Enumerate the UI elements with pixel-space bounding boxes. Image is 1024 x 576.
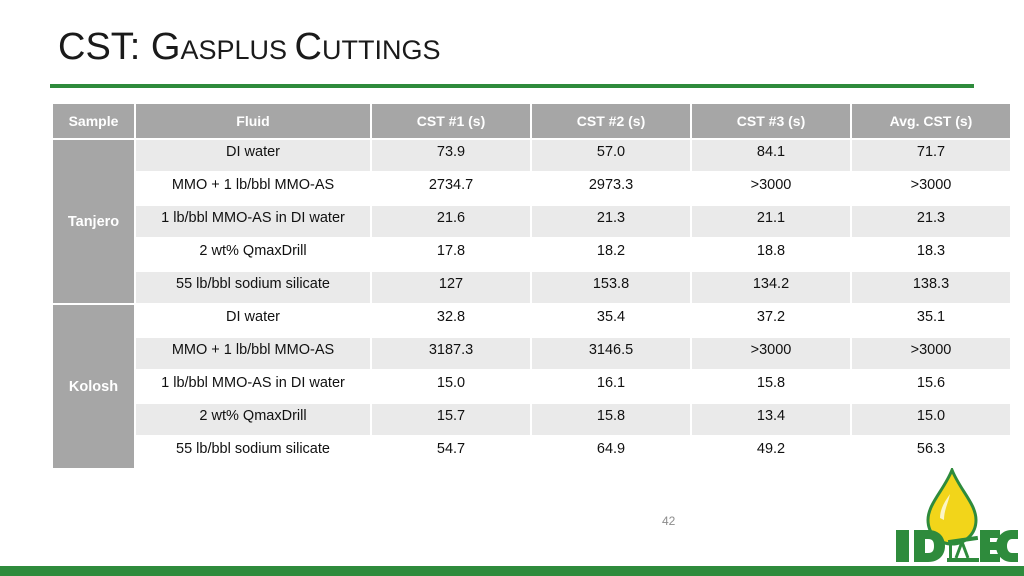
cst3-cell: 37.2 xyxy=(690,303,852,338)
avg-cell: 56.3 xyxy=(850,435,1012,470)
avg-cell: 71.7 xyxy=(850,138,1012,173)
table-row: 2 wt% QmaxDrill 17.8 18.2 18.8 18.3 xyxy=(52,237,1012,272)
title-small-asplus: asplus xyxy=(180,35,295,65)
title-cap-g: G xyxy=(150,26,181,68)
cst1-cell: 32.8 xyxy=(370,303,532,338)
fluid-cell: 55 lb/bbl sodium silicate xyxy=(134,435,372,470)
avg-cell: >3000 xyxy=(850,336,1012,371)
table-row: Kolosh DI water 32.8 35.4 37.2 35.1 xyxy=(51,303,1012,470)
fluid-cell: MMO + 1 lb/bbl MMO-AS xyxy=(134,336,372,371)
cst2-cell: 2973.3 xyxy=(530,171,692,206)
cst1-cell: 15.0 xyxy=(370,369,532,404)
cst1-cell: 15.7 xyxy=(370,402,532,437)
slide-title: CST: Gasplus Cuttings xyxy=(58,22,440,75)
sample-cell-kolosh: Kolosh xyxy=(51,303,136,470)
cst2-cell: 153.8 xyxy=(530,270,692,305)
table-row: 55 lb/bbl sodium silicate 54.7 64.9 49.2… xyxy=(52,435,1012,470)
cst1-cell: 73.9 xyxy=(370,138,532,173)
table-header-row: Sample Fluid CST #1 (s) CST #2 (s) CST #… xyxy=(51,102,1012,140)
cst2-cell: 21.3 xyxy=(530,204,692,239)
title-main: CST: xyxy=(58,26,151,68)
cst2-cell: 35.4 xyxy=(530,303,692,338)
header-cst3: CST #3 (s) xyxy=(690,102,852,140)
fluid-cell: DI water xyxy=(134,303,372,338)
fluid-cell: 2 wt% QmaxDrill xyxy=(134,237,372,272)
idec-logo xyxy=(896,468,1018,562)
fluid-cell: DI water xyxy=(134,138,372,173)
pump-jack-icon xyxy=(947,535,979,562)
cst-table: Sample Fluid CST #1 (s) CST #2 (s) CST #… xyxy=(51,102,1012,470)
cst1-cell: 17.8 xyxy=(370,237,532,272)
cst3-cell: 21.1 xyxy=(690,204,852,239)
avg-cell: 18.3 xyxy=(850,237,1012,272)
cst3-cell: 84.1 xyxy=(690,138,852,173)
cst3-cell: 49.2 xyxy=(690,435,852,470)
fluid-cell: 2 wt% QmaxDrill xyxy=(134,402,372,437)
cst2-cell: 64.9 xyxy=(530,435,692,470)
table-row: MMO + 1 lb/bbl MMO-AS 2734.7 2973.3 >300… xyxy=(52,171,1012,206)
cst1-cell: 3187.3 xyxy=(370,336,532,371)
cst3-cell: 18.8 xyxy=(690,237,852,272)
table-row: 2 wt% QmaxDrill 15.7 15.8 13.4 15.0 xyxy=(52,402,1012,437)
fluid-cell: 1 lb/bbl MMO-AS in DI water xyxy=(134,204,372,239)
table-row: 55 lb/bbl sodium silicate 127 153.8 134.… xyxy=(52,270,1012,305)
title-small-uttings: uttings xyxy=(321,35,441,65)
avg-cell: 15.6 xyxy=(850,369,1012,404)
cst3-cell: 15.8 xyxy=(690,369,852,404)
avg-cell: >3000 xyxy=(850,171,1012,206)
header-avg-cst: Avg. CST (s) xyxy=(850,102,1012,140)
fluid-cell: 1 lb/bbl MMO-AS in DI water xyxy=(134,369,372,404)
cst2-cell: 57.0 xyxy=(530,138,692,173)
cst2-cell: 3146.5 xyxy=(530,336,692,371)
cst1-cell: 21.6 xyxy=(370,204,532,239)
table-row: Tanjero DI water 73.9 57.0 84.1 71.7 xyxy=(51,138,1012,305)
table-row: MMO + 1 lb/bbl MMO-AS 3187.3 3146.5 >300… xyxy=(52,336,1012,371)
sample-cell-tanjero: Tanjero xyxy=(51,138,136,305)
header-sample: Sample xyxy=(51,102,136,140)
avg-cell: 21.3 xyxy=(850,204,1012,239)
avg-cell: 35.1 xyxy=(850,303,1012,338)
cst1-cell: 127 xyxy=(370,270,532,305)
avg-cell: 15.0 xyxy=(850,402,1012,437)
table-row: 1 lb/bbl MMO-AS in DI water 21.6 21.3 21… xyxy=(52,204,1012,239)
bottom-bar xyxy=(0,566,1024,576)
cst3-cell: >3000 xyxy=(690,171,852,206)
header-fluid: Fluid xyxy=(134,102,372,140)
title-cap-c: C xyxy=(294,26,322,68)
cst1-cell: 2734.7 xyxy=(370,171,532,206)
cst1-cell: 54.7 xyxy=(370,435,532,470)
cst2-cell: 16.1 xyxy=(530,369,692,404)
cst2-cell: 15.8 xyxy=(530,402,692,437)
header-cst2: CST #2 (s) xyxy=(530,102,692,140)
avg-cell: 138.3 xyxy=(850,270,1012,305)
cst2-cell: 18.2 xyxy=(530,237,692,272)
cst3-cell: >3000 xyxy=(690,336,852,371)
title-underline xyxy=(50,84,974,88)
table-row: 1 lb/bbl MMO-AS in DI water 15.0 16.1 15… xyxy=(52,369,1012,404)
header-cst1: CST #1 (s) xyxy=(370,102,532,140)
fluid-cell: 55 lb/bbl sodium silicate xyxy=(134,270,372,305)
cst3-cell: 13.4 xyxy=(690,402,852,437)
page-number: 42 xyxy=(662,514,676,528)
fluid-cell: MMO + 1 lb/bbl MMO-AS xyxy=(134,171,372,206)
cst3-cell: 134.2 xyxy=(690,270,852,305)
